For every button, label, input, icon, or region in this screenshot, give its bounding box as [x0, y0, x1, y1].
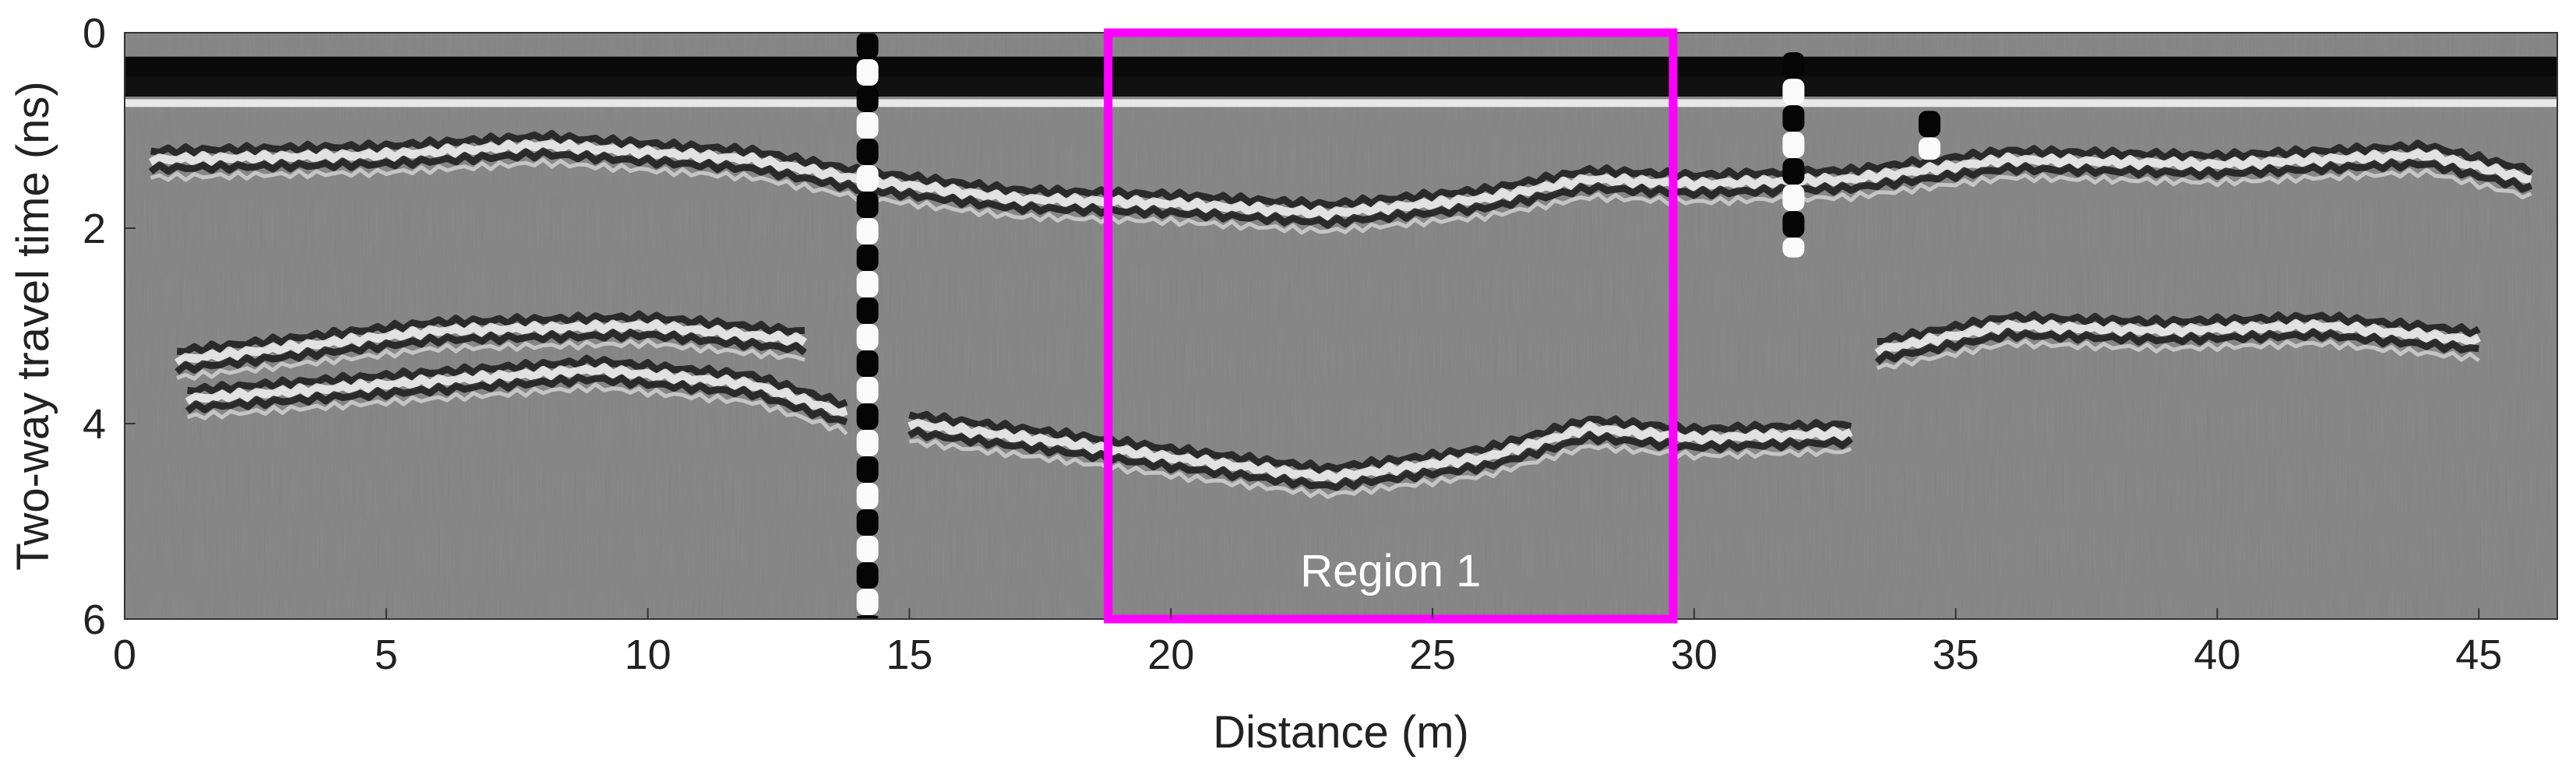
anomaly-0-stripe	[856, 589, 879, 615]
anomaly-1-stripe	[1782, 132, 1805, 159]
x-tick-label: 5	[375, 631, 398, 678]
region-1-box	[1104, 28, 1678, 624]
y-axis-label: Two-way travel time (ns)	[8, 81, 58, 570]
anomaly-0-stripe	[856, 218, 879, 245]
anomaly-0-stripe	[856, 562, 879, 589]
reflection-layers	[125, 56, 2557, 499]
anomaly-0-stripe	[856, 245, 879, 271]
anomaly-0-stripe	[856, 509, 879, 536]
anomaly-0-stripe	[856, 536, 879, 562]
anomaly-0-stripe	[856, 271, 879, 297]
y-tick-label: 6	[83, 596, 106, 643]
reflection-layer-3-band-0	[187, 354, 848, 410]
y-axis: 0 2 4 6	[83, 10, 136, 643]
reflection-layer-2-band-1	[174, 318, 808, 367]
anomaly-1-stripe	[1782, 158, 1805, 185]
y-tick-label: 0	[83, 10, 106, 57]
reflection-layer-5-band-3	[1876, 339, 2480, 371]
x-tick-label: 40	[2194, 631, 2240, 678]
anomaly-0-stripe	[856, 324, 879, 350]
anomaly-0-stripe	[856, 297, 879, 324]
anomaly-1-stripe	[1782, 211, 1805, 238]
anomaly-0-stripe	[856, 403, 879, 430]
x-tick-label: 10	[625, 631, 671, 678]
anomaly-0-stripe	[856, 456, 879, 483]
annotations: Region 1	[1104, 28, 1678, 624]
reflection-layer-3-band-3	[186, 382, 848, 436]
anomaly-0-stripe	[856, 165, 879, 192]
reflection-layer-5-band-2	[1874, 327, 2479, 365]
x-tick-label: 30	[1671, 631, 1718, 678]
x-tick-label: 20	[1147, 631, 1194, 678]
region-1-label: Region 1	[1300, 546, 1481, 596]
x-axis-label: Distance (m)	[1213, 707, 1469, 758]
anomaly-0-stripe	[856, 483, 879, 509]
anomaly-0-stripe	[856, 615, 879, 619]
anomaly-0-stripe	[856, 33, 879, 59]
y-tick-label: 2	[83, 206, 106, 252]
reflection-layer-4-band-3	[909, 438, 1852, 499]
reflection-layer-5-band-1	[1874, 318, 2481, 357]
anomaly-0-stripe	[856, 350, 879, 377]
x-tick-label: 25	[1409, 631, 1456, 678]
vertical-anomalies	[856, 33, 1941, 619]
anomaly-0-stripe	[856, 377, 879, 403]
reflection-layer-3-band-1	[185, 363, 848, 418]
reflection-layer-3-band-2	[185, 373, 848, 426]
reflection-layer-1-band-2	[148, 147, 2533, 229]
x-tick-label: 0	[113, 631, 136, 678]
plot-area: Region 1	[124, 28, 2558, 624]
anomaly-0-stripe	[856, 139, 879, 165]
anomaly-2-stripe	[1919, 111, 1941, 138]
x-tick-label: 15	[886, 631, 932, 678]
reflection-layer-4-band-2	[907, 426, 1854, 491]
anomaly-2-stripe	[1919, 137, 1941, 160]
reflection-layer-1-band-1	[148, 139, 2532, 221]
anomaly-0-stripe	[856, 192, 879, 218]
reflection-layer-2-band-2	[174, 329, 807, 375]
reflection-layer-2-band-0	[176, 310, 805, 356]
reflection-layer-2-band-3	[176, 338, 805, 381]
anomaly-1-stripe	[1782, 237, 1805, 258]
x-axis: 0 5 10 15 20 25 30 35 40 45	[113, 608, 2502, 678]
anomaly-1-stripe	[1782, 79, 1805, 106]
anomaly-1-stripe	[1782, 185, 1805, 212]
reflection-layer-1-band-3	[150, 157, 2532, 235]
y-tick-label: 4	[83, 401, 106, 448]
reflection-layer-5-band-0	[1876, 311, 2481, 346]
anomaly-0-stripe	[856, 59, 879, 86]
anomaly-1-stripe	[1782, 52, 1805, 79]
anomaly-0-stripe	[856, 430, 879, 456]
x-tick-label: 45	[2455, 631, 2502, 678]
reflection-layer-4-band-0	[908, 410, 1852, 474]
anomaly-0-stripe	[856, 112, 879, 139]
reflection-layer-1-band-0	[150, 129, 2534, 210]
x-tick-label: 35	[1933, 631, 1979, 678]
anomaly-1-stripe	[1782, 105, 1805, 132]
reflection-layer-4-band-1	[907, 418, 1853, 484]
anomaly-0-stripe	[856, 86, 879, 112]
